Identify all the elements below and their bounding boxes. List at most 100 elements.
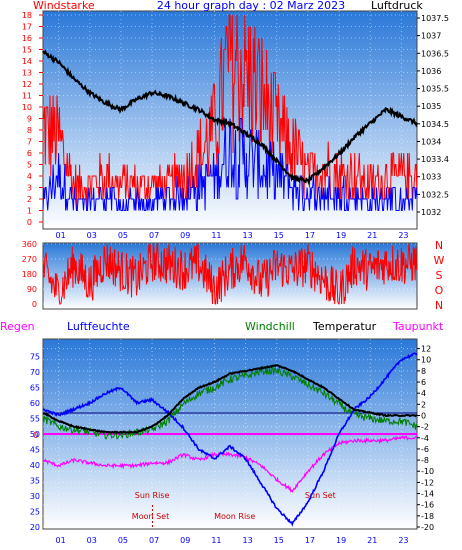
temperature-y-tick-label: -12: [421, 478, 434, 487]
temperature-legend-label: Temperatur: [312, 320, 377, 333]
wind-y-tick-label: 5: [27, 161, 32, 170]
pressure-y-tick-label: 1037.5: [421, 14, 449, 23]
temperature-y-tick-label: 8: [421, 367, 426, 376]
temperature-series: [42, 352, 418, 527]
temperature-x-tick-label: 07: [149, 536, 159, 545]
temperature-y-tick-label: -10: [421, 467, 434, 476]
wind-x-tick-label: 19: [336, 231, 346, 240]
temperature-y-tick-label: 4: [421, 389, 426, 398]
humidity-y-tick-label: 70: [30, 368, 40, 377]
pressure-y-tick-label: 1035.5: [421, 85, 449, 94]
humidity-y-tick-label: 30: [30, 492, 40, 501]
wind-x-tick-label: 21: [367, 231, 377, 240]
wind-x-tick-label: 13: [242, 231, 252, 240]
temperature-panel: Regen Luftfeuchte Windchill Temperatur T…: [0, 320, 444, 545]
wind-y-tick-label: 10: [22, 103, 32, 112]
humidity-y-tick-label: 20: [30, 523, 40, 532]
temperature-y-tick-label: -18: [421, 512, 434, 521]
wind-x-axis-ticks: 01 03 05 07 09 11 13 15 17 19 21 23: [55, 231, 408, 240]
temperature-x-tick-label: 17: [305, 536, 315, 545]
compass-label: S: [436, 269, 443, 282]
humidity-y-tick-label: 65: [30, 383, 40, 392]
temperature-x-tick-label: 21: [367, 536, 377, 545]
wind-y-tick-label: 14: [22, 57, 32, 66]
wind-x-tick-label: 17: [305, 231, 315, 240]
wind-y-tick-label: 17: [22, 23, 32, 32]
wind-pressure-panel: Windstarke 24 hour graph day : 02 Marz 2…: [22, 0, 449, 240]
wind-y-tick-label: 4: [27, 172, 32, 181]
wind-y-tick-label: 12: [22, 80, 32, 89]
compass-label: W: [434, 254, 445, 267]
dewpoint-legend-label: Taupunkt: [392, 320, 444, 333]
wind-y-tick-label: 15: [22, 46, 32, 55]
dewpoint-line: [42, 435, 417, 493]
wind-y-tick-label: 2: [27, 195, 32, 204]
humidity-y-tick-label: 40: [30, 461, 40, 470]
pressure-line: [42, 49, 418, 186]
wind-axis-title: Windstarke: [33, 0, 95, 12]
direction-y-tick-label: 270: [22, 255, 37, 264]
wind-x-tick-label: 09: [180, 231, 190, 240]
humidity-y-tick-label: 45: [30, 445, 40, 454]
temperature-y-tick-label: 10: [421, 356, 431, 365]
humidity-legend-label: Luftfeuchte: [67, 320, 130, 333]
direction-series: [42, 243, 418, 305]
compass-label: O: [435, 284, 444, 297]
sun-moon-events: Sun Rise Moon Set Moon Rise Sun Set: [132, 491, 336, 529]
wind-y-tick-label: 9: [27, 115, 32, 124]
wind-gust-series: [43, 14, 418, 211]
pressure-series: [42, 49, 418, 186]
direction-y-tick-label: 0: [32, 300, 37, 309]
wind-x-tick-label: 01: [55, 231, 65, 240]
sun-moon-event-label: Moon Set: [132, 512, 169, 521]
humidity-y-tick-label: 55: [30, 414, 40, 423]
direction-y-tick-label: 360: [22, 240, 37, 249]
direction-y-axis-ticks: 0 90 180 270 360: [22, 240, 37, 309]
windchill-line: [42, 365, 418, 440]
chart-title: 24 hour graph day : 02 Marz 2023: [157, 0, 345, 12]
humidity-y-axis-ticks: 20 25 30 35 40 45 50 55 60 65 70 75: [30, 352, 40, 532]
temperature-y-tick-label: -8: [421, 456, 429, 465]
temperature-x-tick-label: 19: [336, 536, 346, 545]
rain-legend-label: Regen: [0, 320, 35, 333]
wind-x-tick-label: 11: [211, 231, 221, 240]
humidity-y-tick-label: 25: [30, 507, 40, 516]
temperature-y-tick-label: -16: [421, 501, 434, 510]
temperature-y-tick-label: -2: [421, 423, 429, 432]
sun-moon-event-label: Sun Set: [305, 491, 336, 500]
wind-y-tick-label: 18: [22, 11, 32, 20]
windchill-legend-label: Windchill: [245, 320, 295, 333]
pressure-y-axis-ticks: 1032 1032.5 1033 1033.4 1034 1034.5 1035 1035.5…: [417, 14, 449, 217]
pressure-y-tick-label: 1033.4: [421, 155, 449, 164]
temperature-line: [42, 364, 418, 435]
temperature-x-tick-label: 11: [211, 536, 221, 545]
temperature-y-tick-label: -6: [421, 445, 429, 454]
wind-gust-line: [43, 14, 418, 211]
wind-y-tick-label: 3: [27, 184, 32, 193]
compass-label: N: [435, 239, 443, 252]
temperature-x-tick-label: 13: [242, 536, 252, 545]
wind-x-tick-label: 23: [398, 231, 408, 240]
humidity-y-tick-label: 35: [30, 476, 40, 485]
temperature-y-tick-label: 12: [421, 345, 431, 354]
humidity-y-tick-label: 75: [30, 352, 40, 361]
temperature-y-tick-label: -20: [421, 523, 434, 532]
wind-speed-line: [42, 118, 418, 211]
temperature-x-tick-label: 03: [87, 536, 97, 545]
pressure-y-tick-label: 1036: [421, 67, 441, 76]
pressure-y-tick-label: 1036.5: [421, 49, 449, 58]
temperature-x-tick-label: 05: [118, 536, 128, 545]
pressure-y-tick-label: 1034: [421, 137, 441, 146]
wind-x-tick-label: 07: [149, 231, 159, 240]
temperature-x-axis-ticks: 01 03 05 07 09 11 13 15 17 19 21 23: [55, 536, 408, 545]
wind-y-tick-label: 8: [27, 126, 32, 135]
temperature-x-tick-label: 09: [180, 536, 190, 545]
wind-y-tick-label: 7: [27, 138, 32, 147]
pressure-y-tick-label: 1037: [421, 32, 441, 41]
pressure-y-tick-label: 1032: [421, 208, 441, 217]
